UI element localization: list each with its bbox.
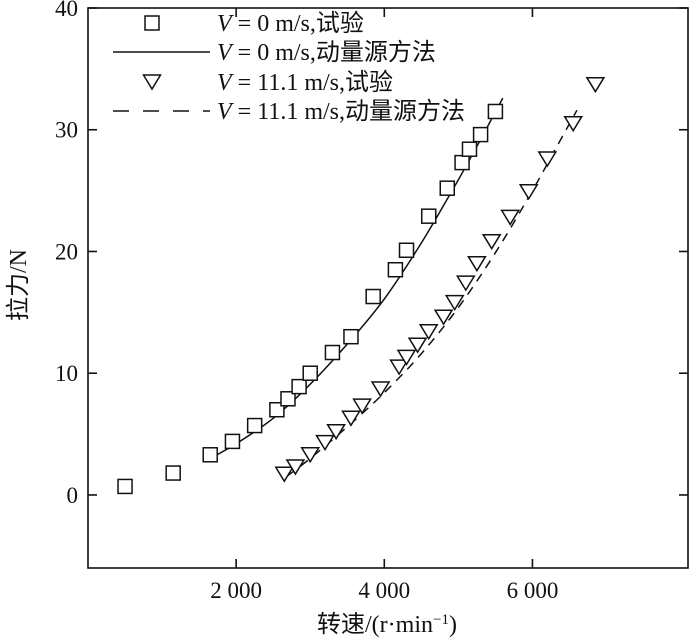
legend-label-variable: V — [217, 40, 234, 66]
point-v0-experiment — [302, 365, 318, 381]
point-v0-experiment — [461, 141, 478, 157]
legend-label: V = 0 m/s,动量源方法 — [217, 39, 436, 66]
point-v11-experiment — [585, 76, 606, 94]
y-tick-label: 30 — [55, 118, 78, 143]
x-tick-label: 2 000 — [210, 578, 262, 603]
point-v11-experiment — [537, 151, 558, 168]
point-v11-experiment — [467, 255, 487, 273]
legend-label-text: = 11.1 m/s,动量源方法 — [232, 98, 465, 125]
point-v11-experiment — [500, 209, 521, 226]
point-v11-experiment — [455, 275, 476, 292]
point-v11-experiment — [326, 423, 346, 441]
legend-label-text: = 11.1 m/s,试验 — [232, 69, 393, 96]
point-v11-experiment — [274, 466, 295, 483]
point-v11-experiment — [481, 233, 502, 251]
legend-label-text: = 0 m/s,动量源方法 — [232, 39, 436, 66]
point-v11-experiment — [407, 337, 428, 354]
point-v0-experiment — [420, 208, 437, 224]
point-v11-experiment — [315, 434, 335, 452]
legend-label-text: = 0 m/s,试验 — [232, 10, 364, 37]
point-v11-experiment — [563, 115, 584, 133]
legend-square-marker — [144, 15, 160, 31]
legend-entry-v0-momentum: V = 0 m/s,动量源方法 — [113, 39, 436, 66]
point-v0-experiment — [117, 478, 133, 495]
legend-label-variable: V — [217, 70, 234, 96]
point-v11-experiment — [418, 324, 439, 341]
legend-label: V = 11.1 m/s,试验 — [217, 69, 393, 96]
point-v0-experiment — [246, 417, 263, 434]
legend-entry-v11-momentum: V = 11.1 m/s,动量源方法 — [113, 98, 465, 125]
x-tick-label: 6 000 — [507, 578, 559, 603]
legend-label: V = 0 m/s,试验 — [217, 10, 364, 37]
point-v0-experiment — [365, 288, 381, 305]
point-v0-experiment — [398, 242, 415, 259]
point-v0-experiment — [387, 261, 404, 278]
point-v11-experiment — [433, 309, 454, 326]
data-markers — [117, 76, 606, 495]
axis-ticks: 2 000 4 000 6 000 0 10 20 30 40 — [55, 0, 688, 603]
point-v0-experiment — [472, 126, 489, 143]
point-v0-experiment — [280, 391, 296, 407]
point-v11-experiment — [389, 359, 409, 376]
point-v11-experiment — [444, 294, 465, 312]
plot-border — [87, 7, 689, 569]
point-v11-experiment — [352, 398, 372, 415]
point-v0-experiment — [454, 154, 470, 171]
y-tick-label: 10 — [55, 361, 78, 386]
fitted-curves — [209, 97, 578, 477]
point-v0-experiment — [439, 180, 456, 196]
point-v11-experiment — [341, 410, 361, 427]
legend-label-variable: V — [217, 99, 234, 125]
point-v0-experiment — [165, 465, 181, 481]
curve-v11-momentum-source — [287, 109, 578, 477]
y-axis-title: 拉力/N — [5, 249, 32, 321]
legend-label-variable: V — [217, 11, 234, 37]
legend-triangle-marker — [142, 74, 162, 91]
point-v11-experiment — [396, 349, 417, 366]
point-v11-experiment — [518, 184, 539, 201]
x-tick-label: 4 000 — [358, 578, 410, 603]
point-v11-experiment — [285, 459, 306, 476]
plot-frame — [87, 7, 689, 569]
point-v0-experiment — [487, 103, 504, 120]
point-v11-experiment — [370, 381, 391, 398]
y-tick-label: 20 — [55, 239, 78, 264]
legend-label: V = 11.1 m/s,动量源方法 — [217, 98, 465, 125]
x-axis-title: 转速/(r·min−1) — [317, 611, 457, 638]
x-axis-title-main: 转速/(r·min — [317, 611, 433, 638]
point-v11-experiment — [300, 447, 321, 464]
legend-entry-v11-experiment: V = 11.1 m/s,试验 — [142, 69, 393, 96]
y-tick-label: 0 — [67, 483, 79, 508]
point-v0-experiment — [291, 378, 307, 395]
point-v0-experiment — [202, 447, 218, 463]
x-axis-title-superscript: −1 — [433, 612, 449, 628]
x-axis-title-close: ) — [449, 612, 457, 638]
point-v0-experiment — [224, 433, 241, 450]
point-v0-experiment — [324, 344, 341, 361]
y-tick-label: 40 — [55, 0, 78, 21]
legend-entry-v0-experiment: V = 0 m/s,试验 — [144, 10, 364, 37]
point-v0-experiment — [343, 328, 359, 345]
